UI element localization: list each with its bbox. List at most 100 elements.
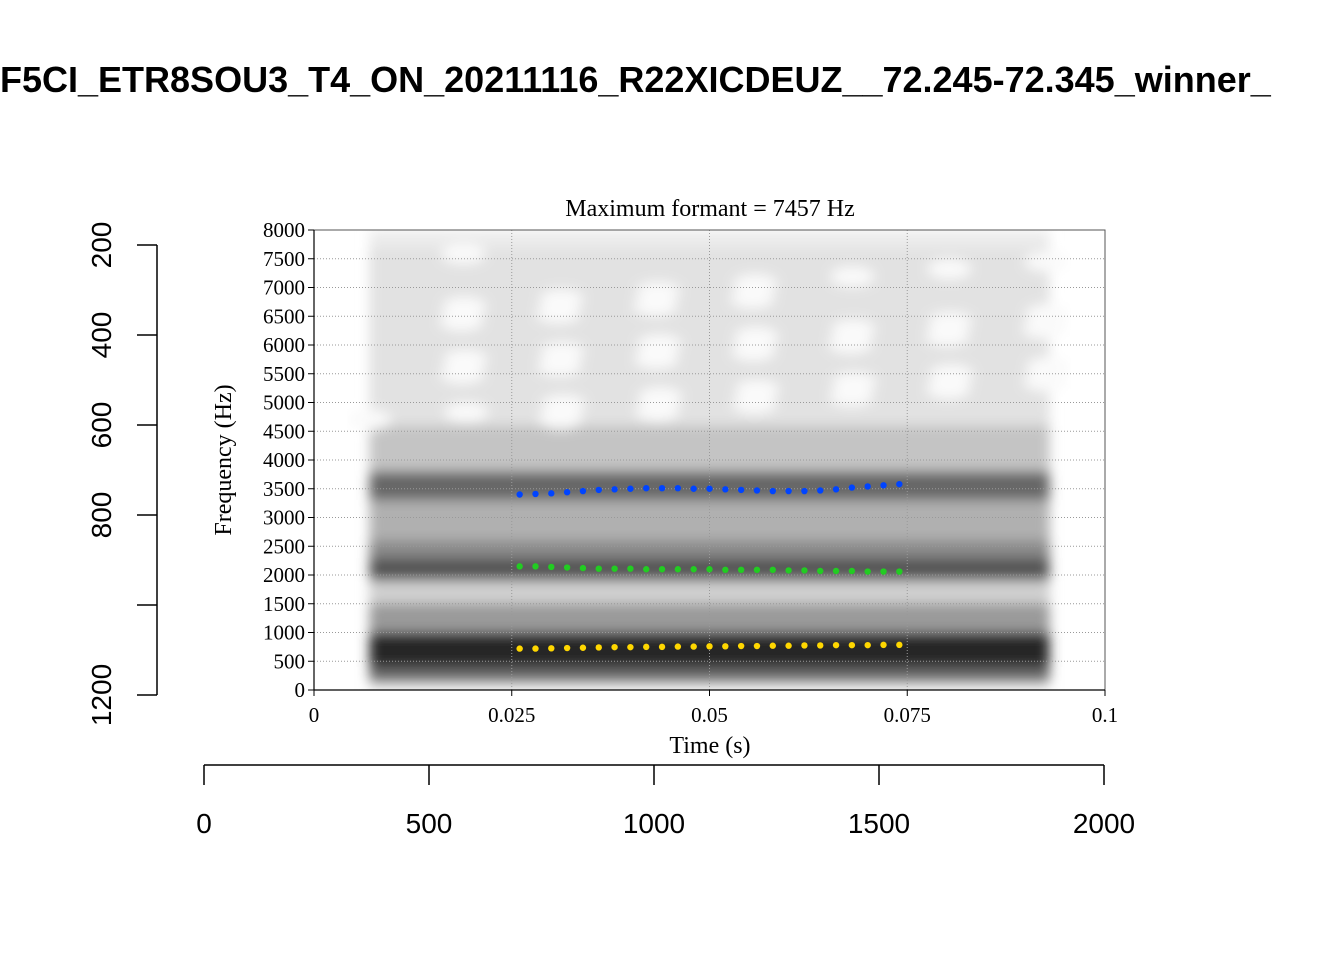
spectrogram-patch-25 [732,393,777,414]
formant-2-point-7 [627,565,634,572]
spectrogram-patch-4 [735,379,780,400]
formant-3-point-11 [690,643,697,650]
spectrogram-patch-7 [1026,357,1071,378]
formant-2-point-21 [848,567,856,575]
formant-2-point-17 [785,567,792,574]
formant-1-point-14 [737,486,745,494]
formant-1-point-1 [532,490,539,498]
formant-1-point-18 [801,487,808,495]
formant-2-point-11 [690,566,697,573]
formant-3-point-8 [643,643,650,651]
spectrogram-patch-8 [443,349,488,370]
formant-3-point-9 [658,643,666,651]
spectrogram-patch-18 [733,274,778,295]
formant-2-point-16 [769,566,776,574]
formant-1-point-13 [722,486,729,493]
formant-1-point-7 [627,485,634,492]
spectrogram-patch-33 [828,333,873,354]
x-tick-label-4: 0.1 [1092,703,1118,727]
spectrogram-patch-6 [929,364,974,385]
y-tick-label-9: 4500 [263,419,305,443]
formant-2-point-1 [532,563,539,570]
spectrogram-band-9 [369,667,1050,684]
formant-1-point-5 [595,486,602,494]
spectrogram-band-1 [369,425,1050,472]
formant-2-point-8 [643,566,650,573]
spectrogram-patch-39 [730,288,775,309]
formant-1-point-10 [674,484,682,492]
outer-x-tick-label-2: 1000 [623,808,685,839]
formant-2-point-0 [516,563,523,570]
x-tick-label-3: 0.075 [884,703,931,727]
spectrogram-patch-2 [541,394,586,415]
formant-3-point-21 [848,641,856,649]
spectrogram-patch-28 [1023,371,1068,392]
outer-y-tick-label-4: 1200 [86,664,117,726]
formant-1-point-19 [817,487,824,494]
outer-y-tick-label-1: 400 [86,312,117,359]
formant-2-point-4 [579,564,587,572]
spectrogram-patch-20 [927,259,972,280]
formant-1-point-24 [896,480,903,488]
formant-1-point-22 [864,483,871,490]
title-text: F5CI_ETR8SOU3_T4_ON_20211116_R22XICDEUZ_… [0,59,1271,100]
formant-3-point-7 [627,643,634,651]
y-tick-label-11: 5500 [263,362,305,386]
spectrogram-patch-16 [539,289,584,310]
spectrogram-patch-35 [1022,318,1067,339]
spectrogram-patch-5 [832,372,877,393]
formant-3-point-18 [801,642,808,649]
formant-1-point-16 [769,487,776,495]
formant-1-point-21 [848,484,856,491]
x-axis-label: Time (s) [669,733,750,759]
spectrogram-patch-24 [635,401,680,422]
y-tick-label-4: 2000 [263,563,305,587]
spectrogram-patch-11 [734,326,779,347]
outer-x-tick-label-0: 0 [196,808,212,839]
spectrogram-patch-30 [537,356,582,377]
spectrogram-patch-37 [536,303,581,324]
formant-1-point-6 [611,486,618,493]
spectrogram-patch-21 [1024,251,1069,272]
spectrogram-patch-36 [439,311,484,332]
formant-1-point-15 [753,487,761,494]
chart-subtitle: Maximum formant = 7457 Hz [565,196,855,222]
spectrogram-patch-1 [444,402,489,423]
y-tick-label-15: 7500 [263,247,305,271]
formant-2-point-3 [563,564,571,571]
spectrogram-patch-31 [634,348,679,369]
spectrogram-patch-19 [830,266,875,287]
formant-1-point-23 [880,482,887,489]
outer-y-tick-label-2: 600 [86,402,117,449]
y-tick-label-16: 8000 [263,218,305,242]
x-tick-label-0: 0 [309,703,320,727]
formant-3-point-3 [563,644,571,652]
spectrogram-patch-29 [440,363,485,384]
formant-3-point-12 [706,643,713,650]
spectrogram-patch-27 [926,378,971,399]
formant-3-point-1 [532,645,539,652]
formant-2-point-9 [658,566,666,573]
outer-x-tick-label-4: 2000 [1073,808,1135,839]
formant-3-point-4 [579,644,587,651]
formant-2-point-10 [674,566,682,573]
formant-1-point-17 [785,487,792,495]
page-title: F5CI_ETR8SOU3_T4_ON_20211116_R22XICDEUZ_… [0,52,1344,108]
formant-3-point-20 [832,641,840,649]
outer-y-tick-label-0: 200 [86,222,117,269]
spectrogram-patch-9 [540,341,585,362]
formant-3-point-16 [769,642,776,649]
formant-3-point-23 [880,641,887,649]
formant-1-point-9 [658,484,666,492]
formant-3-point-19 [817,642,824,649]
formant-3-point-2 [548,645,555,652]
formant-1-point-4 [579,487,587,495]
formant-1-point-12 [706,485,713,492]
formant-1-point-0 [516,491,523,498]
formant-2-point-15 [753,566,761,574]
formant-2-point-19 [817,567,824,575]
formant-2-point-12 [706,566,713,573]
spectrogram-patch-17 [636,281,681,302]
y-tick-label-6: 3000 [263,506,305,530]
